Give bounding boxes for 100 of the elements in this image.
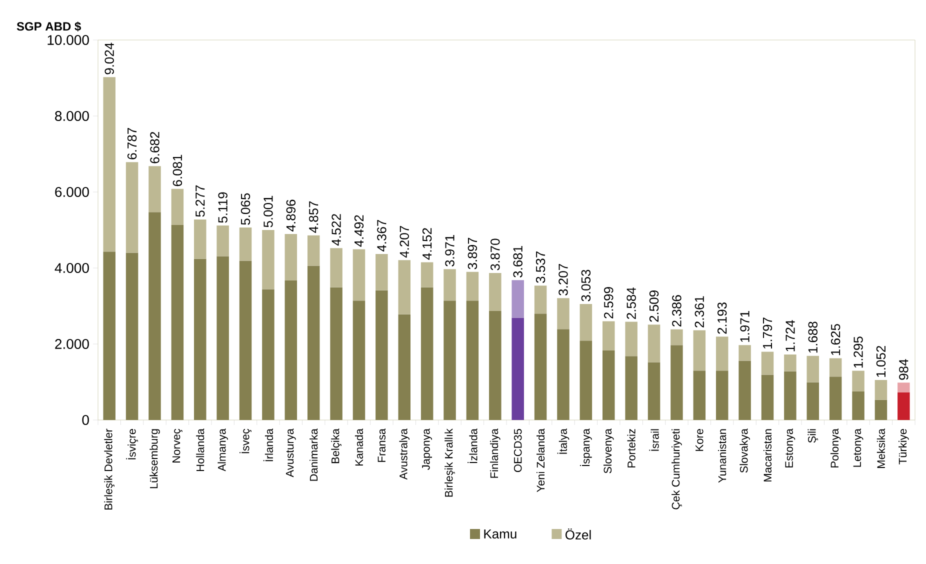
bar: [330, 287, 342, 420]
x-tick-label: OECD35: [514, 428, 522, 472]
x-tick-label: Portekiz: [627, 429, 636, 468]
total-label: 4.367: [377, 220, 386, 252]
total-label: 6.081: [172, 154, 182, 186]
bar: [738, 345, 751, 361]
total-label: 5.119: [218, 192, 228, 223]
bar: [262, 230, 274, 290]
bar: [534, 314, 547, 420]
y-tick-label: 10.000: [48, 35, 89, 45]
bar: [761, 352, 774, 375]
bar: [602, 350, 615, 420]
bar: [716, 336, 728, 371]
bar: [376, 254, 388, 290]
x-tick-label: Letonya: [853, 428, 864, 467]
total-label: 4.207: [400, 226, 409, 258]
bar: [444, 269, 456, 301]
x-tick-label: Japonya: [422, 428, 432, 470]
total-label: 3.897: [468, 238, 478, 270]
x-tick-label: İsrail: [649, 429, 659, 451]
total-label: 3.681: [513, 246, 522, 278]
bar: [874, 400, 888, 420]
bar: [171, 188, 184, 226]
bar: [512, 318, 524, 420]
bar: [874, 380, 888, 400]
total-label: 1.625: [830, 324, 840, 356]
total-label: 6.787: [127, 128, 137, 160]
bar: [898, 382, 910, 392]
y-tick-label: 6.000: [55, 187, 89, 197]
bar: [829, 376, 842, 420]
x-tick-label: Almanya: [218, 428, 228, 472]
bar: [806, 356, 820, 382]
y-tick-label: 0: [82, 415, 89, 425]
legend-label: Özel: [566, 528, 591, 540]
bar: [602, 321, 615, 350]
bar: [625, 356, 638, 420]
x-tick-label: Slovakya: [740, 428, 750, 473]
bar: [466, 272, 479, 301]
x-tick-label: Hollanda: [196, 428, 204, 472]
x-tick-label: Birleşik Krallık: [444, 428, 455, 497]
bar: [126, 162, 138, 253]
x-tick-label: Meksika: [876, 428, 886, 468]
x-tick-label: Estonya: [785, 428, 796, 468]
x-tick-label: Avustralya: [399, 428, 410, 480]
total-label: 9.024: [104, 42, 114, 74]
bar: [716, 370, 728, 420]
total-label: 5.065: [240, 193, 250, 225]
total-label: 1.971: [740, 311, 750, 342]
bar: [625, 322, 638, 356]
total-label: 4.896: [286, 200, 296, 232]
x-tick-label: Şili: [808, 429, 818, 443]
bar: [284, 234, 298, 281]
total-label: 1.052: [876, 346, 886, 377]
x-tick-label: Avusturya: [286, 428, 296, 478]
x-tick-label: Polonya: [830, 428, 841, 468]
bar: [194, 219, 206, 259]
bar: [784, 354, 796, 372]
total-label: 2.599: [604, 287, 614, 318]
bar: [738, 360, 751, 420]
bar: [420, 262, 434, 288]
bar: [216, 225, 229, 256]
bar: [216, 256, 229, 420]
total-label: 4.152: [422, 228, 432, 260]
bar: [352, 300, 366, 420]
total-label: 5.277: [196, 185, 205, 217]
bar: [262, 289, 274, 420]
total-label: 3.537: [536, 252, 546, 283]
bar: [898, 392, 910, 420]
bar: [489, 272, 502, 311]
bar: [420, 287, 434, 420]
x-tick-label: İsveç: [240, 428, 252, 454]
x-tick-label: İspanya: [580, 428, 592, 466]
bar: [670, 345, 683, 420]
bar: [580, 304, 592, 341]
total-label: 6.682: [150, 132, 160, 164]
total-label: 3.207: [558, 264, 568, 296]
bar: [693, 370, 706, 420]
total-label: 4.522: [332, 214, 341, 246]
bar: [648, 362, 660, 420]
bar: [670, 329, 683, 346]
bar: [330, 248, 342, 288]
x-tick-label: Danimarka: [310, 428, 318, 481]
bar: [829, 358, 842, 377]
x-tick-label: Slovenya: [604, 428, 614, 474]
x-tick-label: Macaristan: [763, 429, 772, 482]
bar: [239, 228, 252, 261]
bar: [307, 266, 320, 420]
bar: [194, 258, 206, 420]
x-tick-label: Yunanistan: [718, 429, 726, 483]
total-label: 1.797: [762, 318, 772, 349]
total-label: 2.386: [672, 295, 682, 326]
bar: [126, 252, 138, 420]
total-label: 1.688: [808, 322, 818, 353]
x-tick-label: İtalya: [557, 428, 570, 454]
x-tick-label: Kanada: [354, 428, 364, 466]
bar: [307, 235, 320, 266]
total-label: 2.584: [626, 287, 636, 319]
bar: [852, 392, 864, 420]
x-tick-label: Finlandiya: [490, 428, 500, 478]
bar: [784, 371, 796, 420]
